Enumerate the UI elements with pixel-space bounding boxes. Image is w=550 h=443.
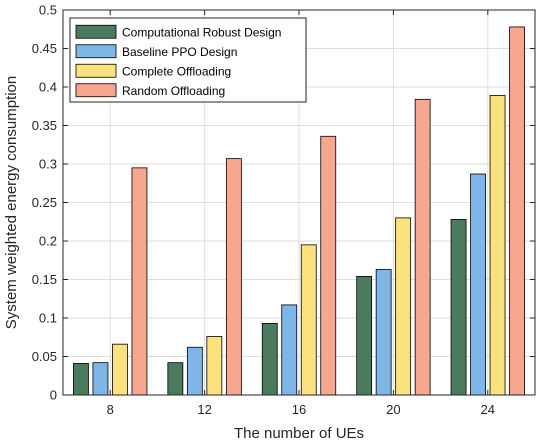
bar-0-0 [73,363,89,396]
x-tick-label: 12 [197,402,211,417]
bar-4-2 [489,95,506,396]
y-tick-label: 0.1 [39,311,57,326]
y-tick-label: 0.5 [39,3,57,18]
x-tick-label: 8 [107,402,114,417]
bar-3-0 [356,276,373,396]
bar-0-3 [131,167,148,396]
legend-label: Computational Robust Design [122,25,281,39]
bar-2-0 [261,322,278,396]
bar-2-1 [281,304,298,396]
y-tick-label: 0.35 [32,118,57,133]
bar-3-2 [395,217,412,396]
x-tick-label: 24 [481,402,495,417]
bar-1-2 [206,336,223,396]
bar-4-3 [509,26,525,396]
y-tick-label: 0.3 [39,157,57,172]
legend-swatch [75,83,117,98]
y-tick-label: 0.4 [39,80,57,95]
bar-4-1 [470,173,486,396]
y-axis-title: System weighted energy consumption [3,76,20,329]
y-tick-label: 0.45 [32,41,57,56]
bar-0-2 [112,343,128,396]
x-axis-ticks: 8 12 16 20 24 [107,10,495,417]
y-tick-label: 0.2 [39,234,57,249]
legend-label: Complete Offloading [122,64,231,78]
legend: Computational Robust Design Baseline PPO … [69,17,307,103]
legend-label: Baseline PPO Design [122,45,237,59]
y-tick-label: 0 [50,388,57,403]
y-tick-label: 0.05 [32,349,57,364]
x-axis-title: The number of UEs [234,425,364,442]
legend-swatch [75,63,117,78]
y-tick-label: 0.25 [32,195,57,210]
bars [73,26,525,396]
bar-1-0 [167,362,184,396]
legend-swatch [75,24,117,39]
bar-4-0 [450,219,467,396]
bar-2-3 [320,135,337,396]
bar-3-3 [414,98,431,396]
bar-1-1 [186,346,203,396]
x-tick-label: 20 [386,402,400,417]
legend-label: Random Offloading [122,84,225,98]
x-tick-label: 16 [292,402,306,417]
bar-3-1 [375,269,392,396]
bar-1-3 [225,158,242,396]
bar-0-1 [92,362,109,396]
y-axis-ticks: 0 0.05 0.1 0.15 0.2 0.25 0.3 0.35 0.4 0.45 0.5 [32,3,535,403]
bar-2-2 [300,244,317,396]
y-tick-label: 0.15 [32,272,57,287]
legend-swatch [75,44,117,59]
